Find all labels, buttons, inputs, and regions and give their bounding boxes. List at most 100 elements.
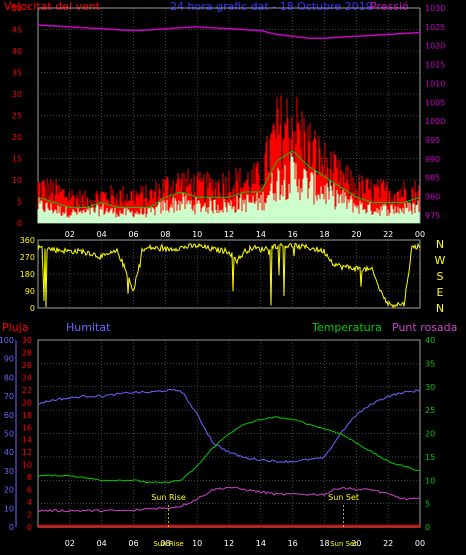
time-tick-label: 00: [415, 230, 425, 239]
time-tick-label: 14: [256, 230, 266, 239]
time-tick-label: 14: [256, 539, 266, 548]
time-tick-label: 22: [383, 230, 393, 239]
time-tick-label: 16: [288, 539, 298, 548]
humidity-tick-label: 20: [4, 486, 14, 495]
pressure-tick-label: 1030: [425, 4, 445, 13]
compass-letter: N: [436, 238, 444, 251]
direction-tick-label: 0: [30, 304, 35, 313]
time-tick-label: 10: [192, 230, 202, 239]
humidity-tick-label: 90: [4, 355, 14, 364]
wind-speed-label: Velocitat del vent: [4, 0, 101, 13]
time-tick-label: 04: [97, 539, 107, 548]
pressure-line: [37, 24, 421, 39]
sunset-time-label: Sun Set: [330, 540, 357, 548]
wind-direction-line: [37, 242, 421, 309]
time-tick-label: 06: [128, 230, 138, 239]
time-tick-label: 08: [160, 230, 170, 239]
wind-tick-label: 45: [12, 26, 22, 35]
rain-tick-label: 2: [27, 511, 32, 520]
rain-tick-label: 28: [22, 348, 32, 357]
time-tick-label: 18: [319, 230, 329, 239]
humidity-tick-label: 40: [4, 448, 14, 457]
direction-tick-label: 270: [20, 253, 35, 262]
temperature-line: [37, 416, 420, 484]
rain-tick-label: 4: [27, 498, 32, 507]
time-tick-label: 16: [288, 230, 298, 239]
time-tick-label: 12: [224, 230, 234, 239]
humidity-tick-label: 100: [0, 336, 14, 345]
temperature-tick-label: 25: [425, 406, 435, 415]
rain-tick-label: 14: [22, 436, 32, 445]
wind-tick-label: 10: [12, 176, 22, 185]
sunrise-label: Sun Rise: [151, 493, 186, 502]
pressure-label: Pressió: [370, 0, 409, 13]
time-tick-label: 10: [192, 539, 202, 548]
humidity-tick-label: 50: [4, 430, 14, 439]
pressure-tick-label: 1005: [425, 98, 445, 107]
rain-tick-label: 20: [22, 398, 32, 407]
compass-letter: N: [436, 302, 444, 315]
pressure-tick-label: 985: [425, 174, 440, 183]
time-tick-label: 08: [160, 539, 170, 548]
pressure-tick-label: 1000: [425, 117, 445, 126]
rain-tick-label: 8: [27, 473, 32, 482]
sunset-label: Sun Set: [328, 493, 359, 502]
wind-tick-label: 35: [12, 69, 22, 78]
pressure-tick-label: 980: [425, 193, 440, 202]
humidity-label: Humitat: [66, 321, 111, 334]
dewpoint-label: Punt rosada: [392, 321, 457, 334]
pressure-tick-label: 1015: [425, 61, 445, 70]
rain-tick-label: 24: [22, 373, 32, 382]
humidity-tick-label: 60: [4, 411, 14, 420]
pressure-tick-label: 975: [425, 211, 440, 220]
wind-tick-label: 50: [12, 4, 22, 13]
pressure-tick-label: 990: [425, 155, 440, 164]
wind-tick-label: 0: [17, 219, 22, 228]
rain-tick-label: 12: [22, 448, 32, 457]
time-tick-label: 00: [415, 539, 425, 548]
time-tick-label: 06: [128, 539, 138, 548]
temperature-tick-label: 0: [425, 523, 430, 532]
rain-tick-label: 10: [22, 461, 32, 470]
rain-tick-label: 6: [27, 486, 32, 495]
time-tick-label: 20: [351, 230, 361, 239]
humidity-tick-label: 30: [4, 467, 14, 476]
rain-tick-label: 26: [22, 361, 32, 370]
direction-tick-label: 360: [20, 236, 35, 245]
wind-tick-label: 15: [12, 155, 22, 164]
pressure-tick-label: 1010: [425, 79, 445, 88]
humidity-tick-label: 10: [4, 504, 14, 513]
compass-letter: W: [435, 254, 446, 267]
rain-tick-label: 16: [22, 423, 32, 432]
compass-letter: S: [437, 270, 444, 283]
sunrise-time-label: Sun Rise: [153, 540, 183, 548]
rain-tick-label: 0: [27, 523, 32, 532]
time-tick-label: 18: [319, 539, 329, 548]
temperature-tick-label: 35: [425, 359, 435, 368]
temperature-tick-label: 15: [425, 453, 435, 462]
wind-avg-line: [37, 150, 421, 208]
temperature-label: Temperatura: [311, 321, 382, 334]
chart-date-label: 24 hora grafic dat - 18 Octubre 2019: [170, 0, 373, 13]
direction-tick-label: 90: [25, 287, 35, 296]
rain-label: Pluja: [2, 321, 28, 334]
humidity-tick-label: 80: [4, 373, 14, 382]
humidity-tick-label: 0: [9, 523, 14, 532]
temperature-tick-label: 10: [425, 476, 435, 485]
time-tick-label: 02: [65, 230, 75, 239]
wind-tick-label: 25: [12, 112, 22, 121]
dewpoint-line: [37, 486, 421, 513]
direction-tick-label: 180: [20, 270, 35, 279]
rain-tick-label: 18: [22, 411, 32, 420]
pressure-tick-label: 1025: [425, 23, 445, 32]
rain-tick-label: 30: [22, 336, 32, 345]
pressure-tick-label: 995: [425, 136, 440, 145]
humidity-tick-label: 70: [4, 392, 14, 401]
wind-tick-label: 30: [12, 90, 22, 99]
temperature-tick-label: 40: [425, 336, 435, 345]
time-tick-label: 12: [224, 539, 234, 548]
time-tick-label: 02: [65, 539, 75, 548]
temperature-tick-label: 20: [425, 430, 435, 439]
